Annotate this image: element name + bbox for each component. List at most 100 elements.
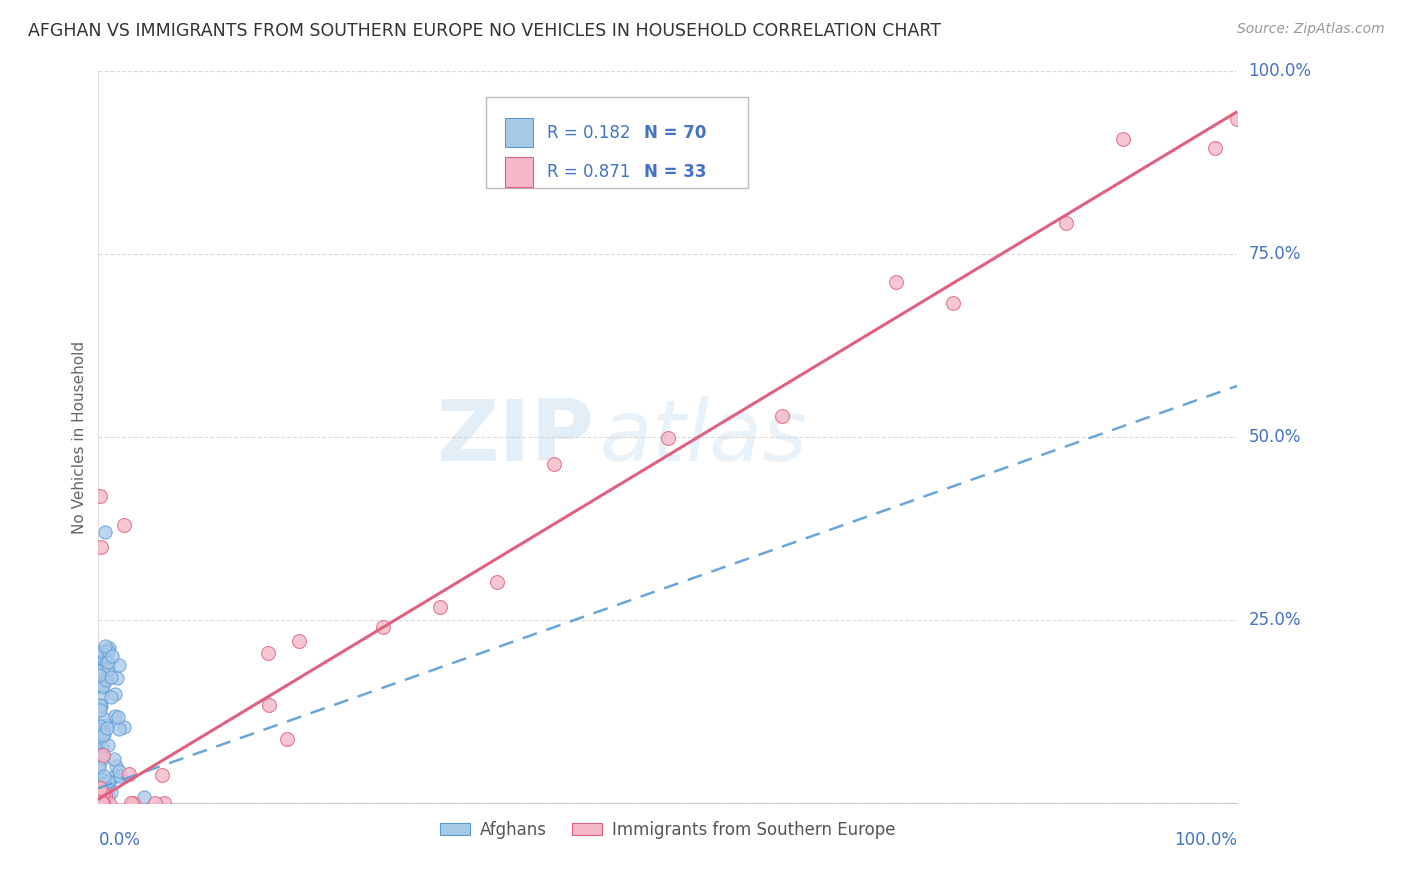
Text: atlas: atlas [599, 395, 807, 479]
Point [112, 517, 135, 532]
Point [153, 796, 176, 810]
Point [103, 752, 125, 766]
Text: R = 0.182: R = 0.182 [547, 124, 631, 142]
FancyBboxPatch shape [485, 97, 748, 188]
Point [90, 540, 112, 554]
Point [89, 667, 111, 681]
Point [120, 796, 142, 810]
Text: 50.0%: 50.0% [1249, 428, 1301, 446]
Point [884, 275, 907, 289]
Point [91, 747, 114, 762]
Point [97, 789, 120, 804]
Point [276, 731, 298, 746]
Point [132, 790, 155, 805]
Point [97, 796, 120, 810]
Y-axis label: No Vehicles in Household: No Vehicles in Household [72, 341, 87, 533]
Point [96, 717, 118, 731]
Point [90, 699, 112, 714]
Point [97, 775, 120, 789]
Point [1054, 216, 1078, 230]
Text: 100.0%: 100.0% [1174, 830, 1237, 848]
Point [108, 722, 131, 736]
Point [90, 721, 112, 735]
Point [118, 767, 141, 781]
Point [87, 746, 110, 760]
Point [89, 719, 111, 733]
Point [93, 660, 115, 674]
Point [93, 639, 115, 653]
Point [104, 769, 127, 783]
Point [108, 768, 131, 782]
Text: ZIP: ZIP [436, 395, 593, 479]
Point [91, 676, 114, 690]
Text: N = 33: N = 33 [644, 163, 706, 181]
Point [89, 780, 111, 795]
Point [89, 671, 111, 685]
Point [96, 721, 118, 735]
Text: N = 70: N = 70 [644, 124, 706, 142]
Point [1204, 141, 1226, 155]
Text: R = 0.871: R = 0.871 [547, 163, 630, 181]
Point [98, 773, 121, 788]
Point [108, 764, 131, 778]
Point [121, 796, 143, 810]
Point [287, 633, 309, 648]
Point [94, 673, 117, 688]
Point [91, 792, 114, 806]
Point [91, 728, 114, 742]
Point [90, 681, 112, 695]
Point [90, 690, 112, 704]
Point [89, 729, 111, 743]
Point [91, 644, 114, 658]
Point [93, 786, 115, 800]
Point [100, 690, 122, 704]
Point [770, 409, 793, 423]
Point [90, 747, 112, 762]
Point [97, 739, 120, 753]
Point [87, 760, 110, 774]
Point [91, 723, 114, 738]
Point [93, 788, 115, 802]
Point [371, 620, 394, 634]
Point [91, 751, 114, 765]
Point [657, 431, 679, 445]
Text: Source: ZipAtlas.com: Source: ZipAtlas.com [1237, 22, 1385, 37]
Point [1112, 132, 1135, 146]
Point [87, 667, 110, 681]
Point [107, 710, 129, 724]
Text: 0.0%: 0.0% [98, 830, 141, 848]
Point [107, 657, 129, 672]
Point [259, 698, 281, 712]
Point [97, 644, 120, 658]
Point [91, 772, 114, 786]
Point [97, 663, 120, 677]
Point [93, 712, 115, 726]
Point [486, 574, 509, 589]
Legend: Afghans, Immigrants from Southern Europe: Afghans, Immigrants from Southern Europe [433, 814, 903, 846]
Point [96, 655, 118, 669]
Point [150, 768, 173, 782]
FancyBboxPatch shape [505, 118, 533, 147]
Point [114, 720, 136, 734]
Point [1226, 112, 1249, 126]
Point [91, 774, 114, 789]
Point [100, 670, 122, 684]
Point [105, 671, 128, 685]
Point [257, 646, 280, 660]
Point [93, 645, 115, 659]
Point [543, 457, 565, 471]
Point [104, 708, 127, 723]
Point [89, 703, 111, 717]
Point [100, 785, 122, 799]
Point [94, 655, 117, 669]
Point [97, 774, 120, 789]
Point [97, 640, 120, 655]
Point [87, 758, 110, 772]
Point [91, 679, 114, 693]
Point [104, 758, 127, 772]
Point [429, 600, 451, 615]
Point [90, 664, 112, 678]
Point [89, 667, 111, 681]
Text: 100.0%: 100.0% [1249, 62, 1312, 80]
Point [94, 525, 117, 540]
